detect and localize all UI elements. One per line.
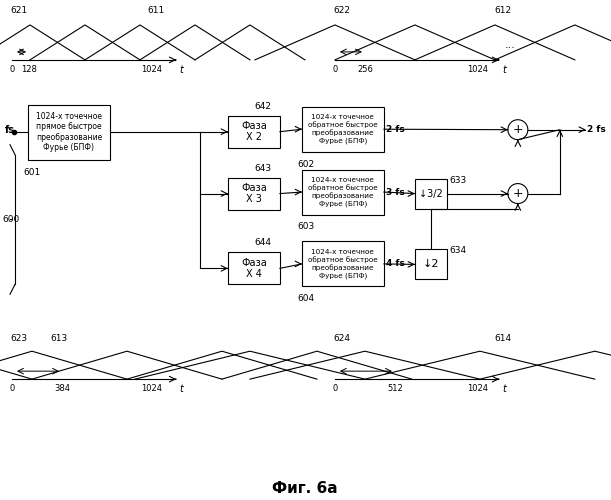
FancyBboxPatch shape xyxy=(228,116,280,148)
Text: 2 fs: 2 fs xyxy=(386,124,404,134)
Text: 0: 0 xyxy=(332,384,337,393)
Text: 603: 603 xyxy=(297,222,314,232)
Text: 1024: 1024 xyxy=(142,384,163,393)
Text: 622: 622 xyxy=(333,6,350,15)
Text: 611: 611 xyxy=(147,6,164,15)
Text: +: + xyxy=(513,123,523,136)
Text: 256: 256 xyxy=(357,65,373,74)
Text: 1024-х точечное
прямое быстрое
преобразование
Фурье (БПФ): 1024-х точечное прямое быстрое преобразо… xyxy=(36,112,102,152)
Text: 1024: 1024 xyxy=(142,65,163,74)
Text: Фаза
X 4: Фаза X 4 xyxy=(241,258,267,279)
FancyBboxPatch shape xyxy=(228,178,280,210)
Text: 4 fs: 4 fs xyxy=(386,260,404,268)
Text: 1024-х точечное
обратное быстрое
преобразование
Фурье (БПФ): 1024-х точечное обратное быстрое преобра… xyxy=(308,178,378,207)
Text: 0: 0 xyxy=(9,65,15,74)
FancyBboxPatch shape xyxy=(415,250,447,280)
Text: 602: 602 xyxy=(297,160,314,168)
Text: 0: 0 xyxy=(9,384,15,393)
Text: 642: 642 xyxy=(254,102,271,111)
Text: 512: 512 xyxy=(387,384,403,393)
Text: 643: 643 xyxy=(254,164,271,172)
Text: ...: ... xyxy=(505,40,516,50)
Text: 614: 614 xyxy=(494,334,511,343)
Text: Фиг. 6а: Фиг. 6а xyxy=(272,481,338,496)
Text: 601: 601 xyxy=(23,168,40,176)
Text: Фаза
X 3: Фаза X 3 xyxy=(241,183,267,204)
Text: 600: 600 xyxy=(2,215,20,224)
Text: 3 fs: 3 fs xyxy=(386,188,404,196)
Text: 1024-х точечное
обратное быстрое
преобразование
Фурье (БПФ): 1024-х точечное обратное быстрое преобра… xyxy=(308,114,378,144)
Text: 621: 621 xyxy=(10,6,27,15)
Text: 128: 128 xyxy=(21,65,37,74)
Text: +: + xyxy=(513,187,523,200)
Text: ↓2: ↓2 xyxy=(423,260,439,270)
Text: t: t xyxy=(502,384,506,394)
Text: 384: 384 xyxy=(54,384,70,393)
Text: t: t xyxy=(502,65,506,75)
Text: 624: 624 xyxy=(333,334,350,343)
Text: 2 fs: 2 fs xyxy=(587,125,606,134)
Text: Фаза
X 2: Фаза X 2 xyxy=(241,121,267,142)
Text: 633: 633 xyxy=(449,176,466,184)
Text: 1024-х точечное
обратное быстрое
преобразование
Фурье (БПФ): 1024-х точечное обратное быстрое преобра… xyxy=(308,249,378,278)
Text: 604: 604 xyxy=(297,294,314,304)
Text: 1024: 1024 xyxy=(467,65,488,74)
Text: 613: 613 xyxy=(50,334,67,343)
Text: t: t xyxy=(179,384,183,394)
Text: 1024: 1024 xyxy=(467,384,488,393)
Text: t: t xyxy=(179,65,183,75)
Text: 623: 623 xyxy=(10,334,27,343)
FancyBboxPatch shape xyxy=(415,178,447,208)
Text: 634: 634 xyxy=(449,246,466,256)
FancyBboxPatch shape xyxy=(302,242,384,286)
Text: 644: 644 xyxy=(254,238,271,248)
FancyBboxPatch shape xyxy=(302,107,384,152)
Text: ↓3/2: ↓3/2 xyxy=(419,188,443,198)
Text: 0: 0 xyxy=(332,65,337,74)
Text: 612: 612 xyxy=(494,6,511,15)
Text: fs: fs xyxy=(5,125,15,135)
FancyBboxPatch shape xyxy=(28,105,110,160)
FancyBboxPatch shape xyxy=(228,252,280,284)
FancyBboxPatch shape xyxy=(302,170,384,214)
